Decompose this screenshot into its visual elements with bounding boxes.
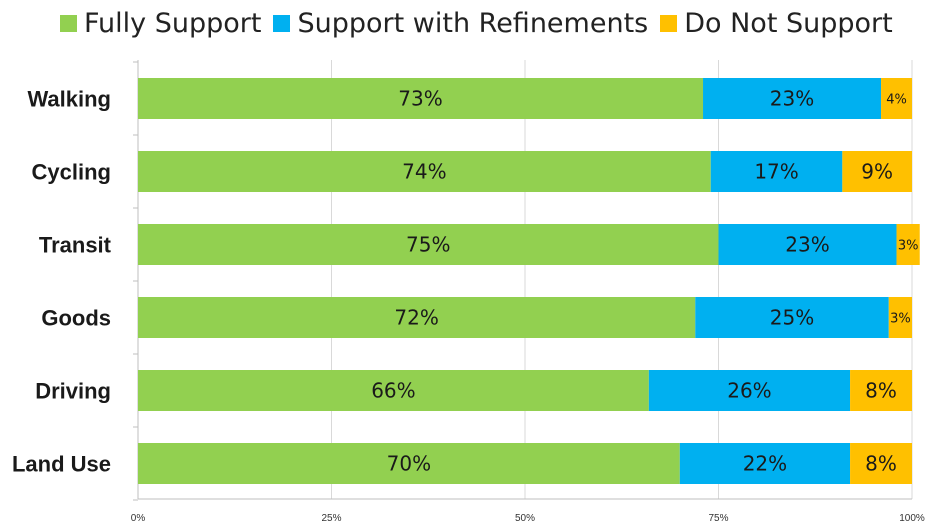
category-label-goods: Goods	[41, 306, 111, 331]
bar-driving-do-not-support	[850, 370, 912, 411]
bar-transit-do-not-support	[896, 224, 920, 265]
bar-walking-fully-support	[138, 78, 704, 119]
bar-cycling-do-not-support	[842, 151, 912, 192]
data-label-transit-do-not-support: 3%	[898, 239, 919, 254]
data-label-land-use-do-not-support: 8%	[865, 452, 897, 476]
legend-swatch-do-not-support	[660, 14, 678, 32]
category-label-transit: Transit	[39, 233, 112, 258]
bar-cycling-fully-support	[138, 151, 711, 192]
data-label-walking-do-not-support: 4%	[886, 93, 907, 108]
legend-item-support-with-refinements: Support with Refinements	[273, 8, 648, 39]
bar-walking-support-with-refinements	[703, 78, 882, 119]
data-label-goods-support-with-refinements: 25%	[770, 306, 814, 330]
data-label-driving-support-with-refinements: 26%	[727, 379, 771, 403]
x-tick-label-25: 25%	[321, 513, 341, 523]
category-label-walking: Walking	[27, 87, 111, 112]
bar-land-use-support-with-refinements	[679, 443, 851, 484]
data-label-walking-support-with-refinements: 23%	[770, 87, 814, 111]
legend-item-fully-support: Fully Support	[60, 8, 261, 39]
bar-cycling-support-with-refinements	[710, 151, 843, 192]
data-label-land-use-fully-support: 70%	[387, 452, 431, 476]
bar-goods-do-not-support	[888, 297, 912, 338]
data-label-goods-fully-support: 72%	[394, 306, 438, 330]
data-label-driving-do-not-support: 8%	[865, 379, 897, 403]
bar-land-use-do-not-support	[850, 443, 912, 484]
x-tick-label-75: 75%	[708, 513, 728, 523]
bar-driving-fully-support	[138, 370, 649, 411]
legend-label-fully-support: Fully Support	[84, 7, 262, 39]
legend-swatch-fully-support	[60, 14, 77, 32]
x-tick-label-50: 50%	[515, 513, 535, 523]
data-label-walking-fully-support: 73%	[398, 87, 442, 111]
legend-label-support-with-refinements: Support with Refinements	[297, 7, 649, 39]
data-label-transit-support-with-refinements: 23%	[785, 233, 829, 257]
data-label-cycling-do-not-support: 9%	[861, 160, 893, 184]
x-tick-label-0: 0%	[131, 513, 146, 523]
bar-walking-do-not-support	[881, 78, 912, 119]
chart-legend: Fully Support Support with Refinements D…	[60, 6, 905, 40]
data-label-transit-fully-support: 75%	[406, 233, 450, 257]
data-label-cycling-fully-support: 74%	[402, 160, 446, 184]
data-label-cycling-support-with-refinements: 17%	[754, 160, 798, 184]
legend-label-do-not-support: Do Not Support	[684, 7, 893, 39]
legend-swatch-support-with-refinements	[273, 14, 291, 32]
bar-land-use-fully-support	[138, 443, 680, 484]
bar-goods-fully-support	[138, 297, 696, 338]
bar-goods-support-with-refinements	[695, 297, 889, 338]
category-label-driving: Driving	[35, 379, 111, 404]
bar-transit-fully-support	[138, 224, 719, 265]
data-label-goods-do-not-support: 3%	[890, 312, 911, 327]
legend-item-do-not-support: Do Not Support	[660, 8, 893, 39]
category-label-land-use: Land Use	[12, 452, 111, 477]
data-label-driving-fully-support: 66%	[371, 379, 415, 403]
x-tick-label-100: 100%	[899, 513, 925, 523]
data-label-land-use-support-with-refinements: 22%	[743, 452, 787, 476]
bar-driving-support-with-refinements	[648, 370, 851, 411]
bar-transit-support-with-refinements	[718, 224, 897, 265]
category-label-cycling: Cycling	[32, 160, 111, 185]
